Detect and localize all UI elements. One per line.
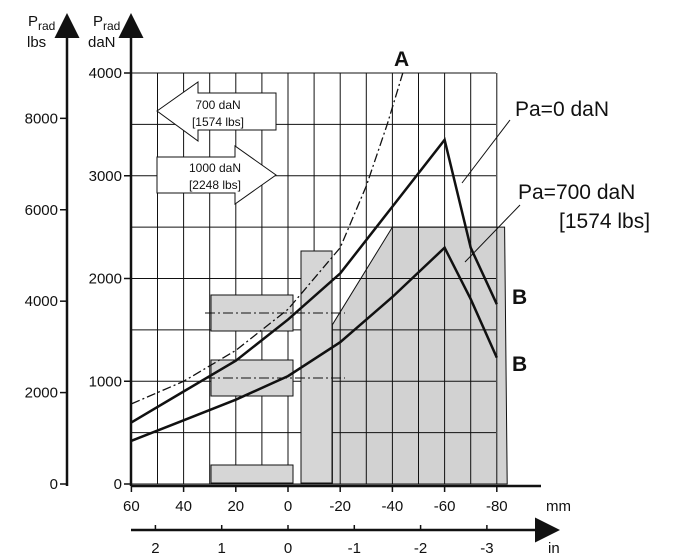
in-tick-label: -2 [414,540,427,556]
annotation-pa700: Pa=700 daN [518,181,635,204]
inner-y-tick-label: 4000 [89,65,122,82]
arrow-1000-dan: 1000 daN [2248 lbs] [156,145,277,205]
outer-y-tick-label: 6000 [25,202,58,219]
leader-pa700 [464,204,521,263]
annotation-a: A [394,48,409,71]
in-unit: in [548,540,560,556]
annotation-1574-lbs: [1574 lbs] [559,210,650,233]
in-tick-label: 0 [284,540,292,556]
mm-tick-label: -20 [329,498,351,515]
flange [300,250,333,484]
leader-pa0 [461,119,511,184]
mm-tick-label: 0 [284,498,292,515]
annotation-b-upper: B [512,286,527,309]
bolt-bottom [210,464,294,484]
axes [54,13,560,543]
in-tick-label: 2 [151,540,159,556]
inner-y-tick-label: 3000 [89,168,122,185]
mm-tick-label: -40 [382,498,404,515]
arrow-1000-line1: 1000 daN [189,161,241,175]
outer-y-tick-label: 8000 [25,110,58,127]
outer-y-unit: lbs [27,34,46,51]
series-pa0-line [130,136,498,424]
inner-y-tick-label: 2000 [89,271,122,288]
inner-y-label-main: P [93,13,103,30]
outer-y-tick-label: 2000 [25,385,58,402]
mm-tick-label: 20 [227,498,244,515]
outer-y-tick-label: 0 [50,476,58,493]
arrow-700-line2: [1574 lbs] [192,115,244,129]
inner-y-tick-label: 1000 [89,373,122,390]
mm-tick-label: -60 [434,498,456,515]
mm-tick-label: 60 [123,498,140,515]
mm-tick-label: -80 [486,498,508,515]
annotation-pa0: Pa=0 daN [515,98,609,121]
mm-tick-label: 40 [175,498,192,515]
shaft-drawing [205,250,345,484]
in-tick-label: -1 [348,540,361,556]
outer-y-label-main: P [28,13,38,30]
series-a-line [131,72,404,405]
inner-y-unit: daN [88,34,116,51]
arrow-1000-line2: [2248 lbs] [189,178,241,192]
annotation-b-lower: B [512,353,527,376]
inner-y-label-sub: rad [103,19,120,33]
outer-y-label-sub: rad [38,19,55,33]
mm-unit: mm [546,498,571,515]
outer-y-tick-label: 4000 [25,293,58,310]
series-pa700-line [130,245,498,442]
arrow-700-line1: 700 daN [195,98,240,112]
inner-y-tick-label: 0 [114,476,122,493]
arrow-700-dan: 700 daN [1574 lbs] [156,81,277,142]
in-tick-label: -3 [480,540,493,556]
ticks [60,72,498,530]
in-tick-label: 1 [218,540,226,556]
